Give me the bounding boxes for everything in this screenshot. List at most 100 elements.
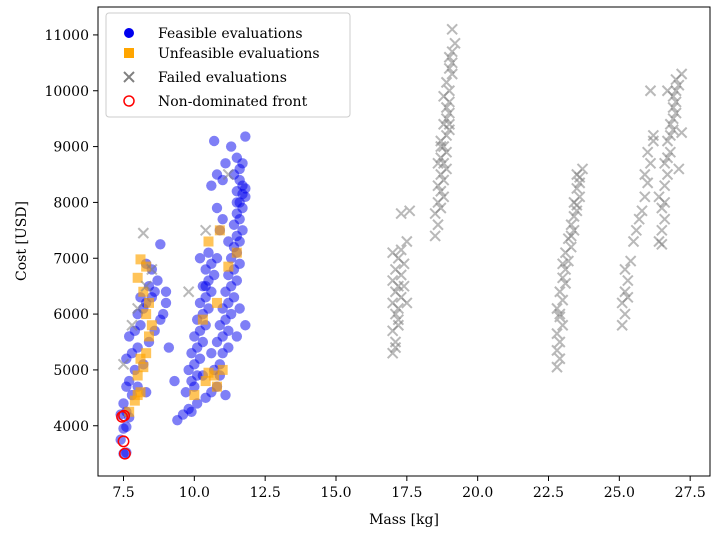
series-feasible bbox=[115, 131, 251, 459]
point-unfeasible bbox=[231, 247, 242, 258]
point-failed bbox=[556, 258, 569, 270]
point-failed bbox=[117, 358, 130, 371]
point-feasible bbox=[149, 286, 160, 297]
point-feasible bbox=[225, 141, 237, 152]
point-unfeasible bbox=[132, 370, 143, 381]
point-feasible bbox=[206, 180, 217, 191]
legend-marker-non-dominated bbox=[123, 95, 135, 107]
point-failed bbox=[389, 263, 402, 276]
point-failed bbox=[667, 101, 679, 114]
point-feasible bbox=[237, 225, 248, 236]
point-failed bbox=[443, 85, 456, 97]
point-feasible bbox=[211, 253, 223, 264]
x-tick-label: 25.0 bbox=[604, 485, 635, 501]
point-failed bbox=[435, 185, 447, 197]
point-feasible bbox=[203, 303, 214, 314]
point-failed bbox=[140, 280, 152, 292]
point-failed bbox=[658, 157, 671, 170]
point-feasible bbox=[211, 202, 223, 214]
y-tick-label: 6000 bbox=[53, 307, 89, 323]
point-unfeasible bbox=[146, 320, 157, 331]
point-feasible bbox=[240, 183, 251, 194]
x-tick-label: 12.5 bbox=[250, 485, 281, 501]
point-failed bbox=[641, 146, 654, 158]
legend-label-non-dominated: Non-dominated front bbox=[158, 94, 308, 110]
point-failed bbox=[673, 163, 685, 175]
point-feasible bbox=[231, 197, 243, 208]
point-failed bbox=[554, 286, 566, 298]
point-feasible bbox=[163, 342, 175, 353]
ticks-layer: 7.5 10.0 12.5 15.0 17.5 20.0 22.5 25.0 27.5 4000 5… bbox=[44, 28, 705, 501]
point-failed bbox=[437, 140, 450, 153]
point-failed bbox=[667, 124, 679, 136]
point-feasible bbox=[240, 131, 251, 142]
point-feasible bbox=[200, 280, 211, 292]
point-failed bbox=[403, 205, 416, 217]
y-tick-label: 5000 bbox=[53, 363, 89, 379]
legend-label-unfeasible: Unfeasible evaluations bbox=[158, 46, 320, 62]
point-failed bbox=[551, 361, 563, 373]
point-failed bbox=[658, 179, 671, 192]
point-non-dominated bbox=[118, 409, 131, 422]
y-tick-label: 4000 bbox=[53, 419, 89, 435]
point-failed bbox=[565, 230, 577, 242]
point-unfeasible bbox=[141, 348, 152, 359]
point-failed bbox=[656, 238, 668, 250]
x-axis-label: Mass [kg] bbox=[369, 512, 439, 528]
point-failed bbox=[440, 101, 453, 114]
point-failed bbox=[562, 255, 575, 267]
legend-marker-failed bbox=[123, 71, 135, 83]
point-failed bbox=[559, 277, 572, 290]
point-failed bbox=[568, 210, 580, 223]
point-feasible bbox=[169, 375, 180, 387]
point-failed bbox=[222, 168, 235, 181]
point-unfeasible bbox=[212, 381, 222, 392]
point-failed bbox=[443, 107, 456, 119]
point-feasible bbox=[121, 421, 132, 433]
point-feasible bbox=[180, 387, 192, 398]
legend-label-feasible: Feasible evaluations bbox=[158, 26, 303, 42]
point-failed bbox=[446, 68, 458, 80]
point-failed bbox=[568, 224, 580, 237]
point-non-dominated bbox=[118, 447, 131, 460]
point-failed bbox=[389, 341, 402, 354]
point-unfeasible bbox=[132, 272, 143, 283]
point-failed bbox=[670, 107, 682, 119]
point-feasible bbox=[223, 325, 234, 337]
point-feasible bbox=[160, 286, 172, 297]
y-tick-label: 8000 bbox=[53, 195, 89, 211]
point-failed bbox=[658, 196, 671, 209]
point-unfeasible bbox=[135, 387, 146, 398]
point-failed bbox=[401, 235, 413, 248]
point-failed bbox=[440, 76, 453, 89]
point-failed bbox=[137, 227, 150, 239]
point-unfeasible bbox=[144, 331, 154, 342]
point-feasible bbox=[197, 336, 209, 348]
point-feasible bbox=[118, 398, 129, 409]
point-feasible bbox=[223, 342, 234, 353]
point-feasible bbox=[240, 320, 251, 331]
point-feasible bbox=[132, 342, 143, 353]
point-failed bbox=[554, 308, 566, 320]
point-failed bbox=[556, 294, 569, 306]
legend-marker-feasible bbox=[124, 28, 134, 38]
point-failed bbox=[556, 272, 569, 284]
point-unfeasible bbox=[209, 370, 220, 381]
point-failed bbox=[443, 118, 456, 130]
legend-box bbox=[105, 12, 351, 118]
point-failed bbox=[639, 191, 651, 203]
point-failed bbox=[443, 62, 456, 75]
point-feasible bbox=[206, 347, 217, 359]
point-unfeasible bbox=[197, 314, 208, 325]
point-failed bbox=[392, 319, 405, 331]
point-feasible bbox=[191, 398, 203, 409]
point-unfeasible bbox=[212, 297, 222, 308]
point-feasible bbox=[220, 158, 231, 169]
point-failed bbox=[622, 274, 634, 287]
point-failed bbox=[435, 202, 447, 214]
point-failed bbox=[661, 135, 674, 147]
point-failed bbox=[429, 230, 441, 242]
legend-marker-unfeasible bbox=[124, 48, 134, 58]
point-failed bbox=[443, 51, 456, 63]
point-feasible bbox=[186, 406, 197, 417]
